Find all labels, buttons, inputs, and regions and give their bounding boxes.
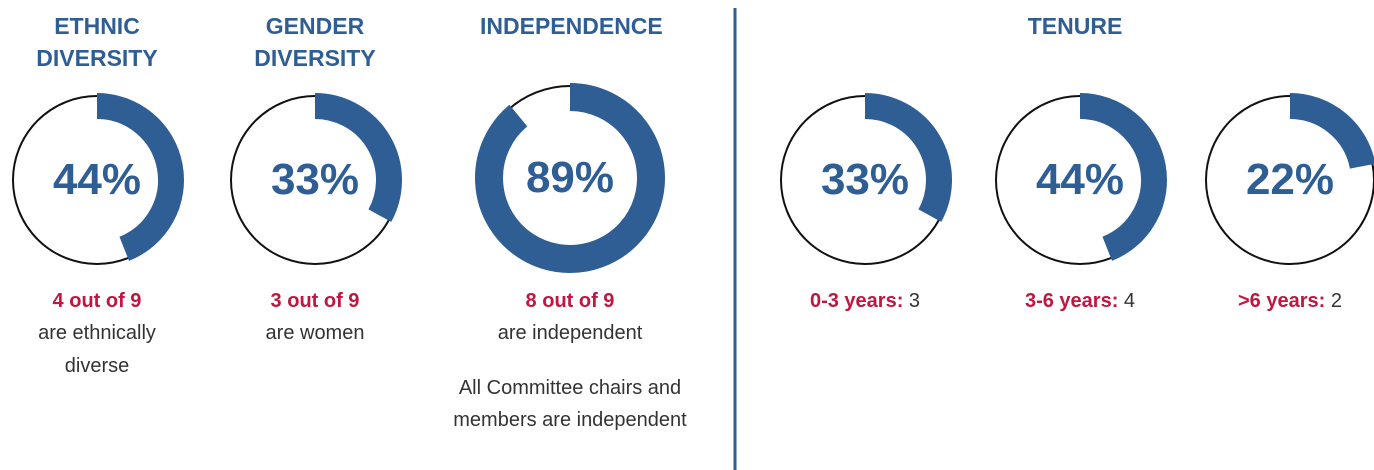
caption-label: 3 out of 9 [220,287,410,315]
center-label: 44% [1035,155,1125,204]
note: All Committee chairs and members are ind… [453,377,687,431]
ring-arc [864,93,952,222]
caption-label: 3-6 years: 4 [980,287,1180,315]
ring-arc [475,83,665,273]
center-label: 33% [270,155,360,204]
chart-title: INDEPENDENCE [480,13,663,39]
caption-value: 4 [1123,290,1136,312]
caption-text: are ethnically diverse [38,322,156,377]
caption-label-text: 3 out of 9 [270,290,360,312]
caption-label-text: 3-6 years: [1024,290,1119,312]
caption-label: 4 out of 9 [12,287,182,315]
ring-arc [314,93,402,222]
caption-label: 8 out of 9 [430,287,710,315]
section-title: TENURE [1027,13,1123,39]
caption-value: 3 [908,290,921,312]
ring-arc [96,93,184,261]
ring-arc [1289,93,1374,170]
caption-label-text: 8 out of 9 [525,290,615,312]
caption-label-text: 4 out of 9 [52,290,142,312]
caption-label: >6 years: 2 [1206,287,1374,315]
caption-value: 2 [1330,290,1342,312]
center-label: 89% [525,153,615,202]
center-label: 33% [820,155,910,204]
caption-text: are independent [497,322,643,344]
caption-label-text: >6 years: [1238,290,1326,312]
caption-label-text: 0-3 years: [809,290,904,312]
ring-arc [1079,93,1167,261]
center-label: 22% [1245,155,1335,204]
chart-title: GENDER DIVERSITY [254,13,376,71]
chart-title: ETHNIC DIVERSITY [36,13,158,71]
center-label: 44% [52,155,142,204]
caption-label: 0-3 years: 3 [765,287,965,315]
caption-text: are women [265,322,365,344]
